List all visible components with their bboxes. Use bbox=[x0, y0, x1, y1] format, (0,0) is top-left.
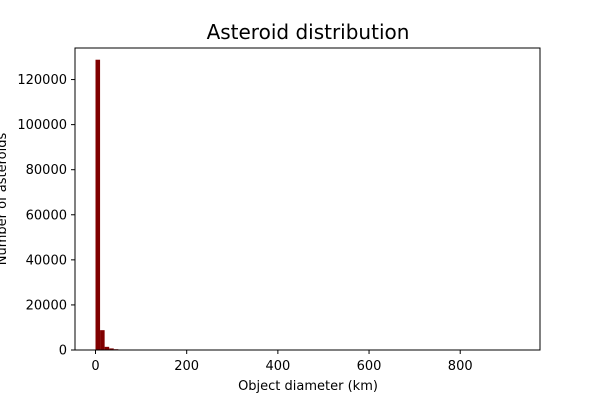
chart-title: Asteroid distribution bbox=[207, 20, 410, 44]
x-axis-label: Object diameter (km) bbox=[238, 379, 378, 394]
y-tick-label: 100000 bbox=[17, 118, 67, 133]
y-axis-label: Number of asteroids bbox=[0, 133, 10, 266]
bars-group bbox=[95, 59, 128, 350]
x-axis-ticks: 0 200 400 600 800 bbox=[91, 350, 473, 374]
y-axis-ticks: 0 20000 40000 60000 80000 100000 120000 bbox=[17, 73, 75, 359]
x-tick-label: 200 bbox=[174, 359, 199, 374]
y-tick-label: 120000 bbox=[17, 73, 67, 88]
y-tick-label: 60000 bbox=[26, 208, 67, 223]
y-tick-label: 40000 bbox=[26, 253, 67, 268]
x-tick-label: 600 bbox=[357, 359, 382, 374]
x-tick-label: 800 bbox=[448, 359, 473, 374]
histogram-bar-0 bbox=[95, 59, 101, 350]
histogram-bar-1 bbox=[100, 330, 105, 350]
plot-frame bbox=[74, 47, 541, 351]
y-tick-label: 20000 bbox=[26, 298, 67, 313]
y-tick-label: 0 bbox=[59, 344, 67, 359]
histogram-bar-2 bbox=[104, 346, 110, 350]
x-tick-label: 0 bbox=[91, 359, 99, 374]
histogram-bar-3 bbox=[109, 348, 114, 350]
x-tick-label: 400 bbox=[265, 359, 290, 374]
y-tick-label: 80000 bbox=[26, 163, 67, 178]
